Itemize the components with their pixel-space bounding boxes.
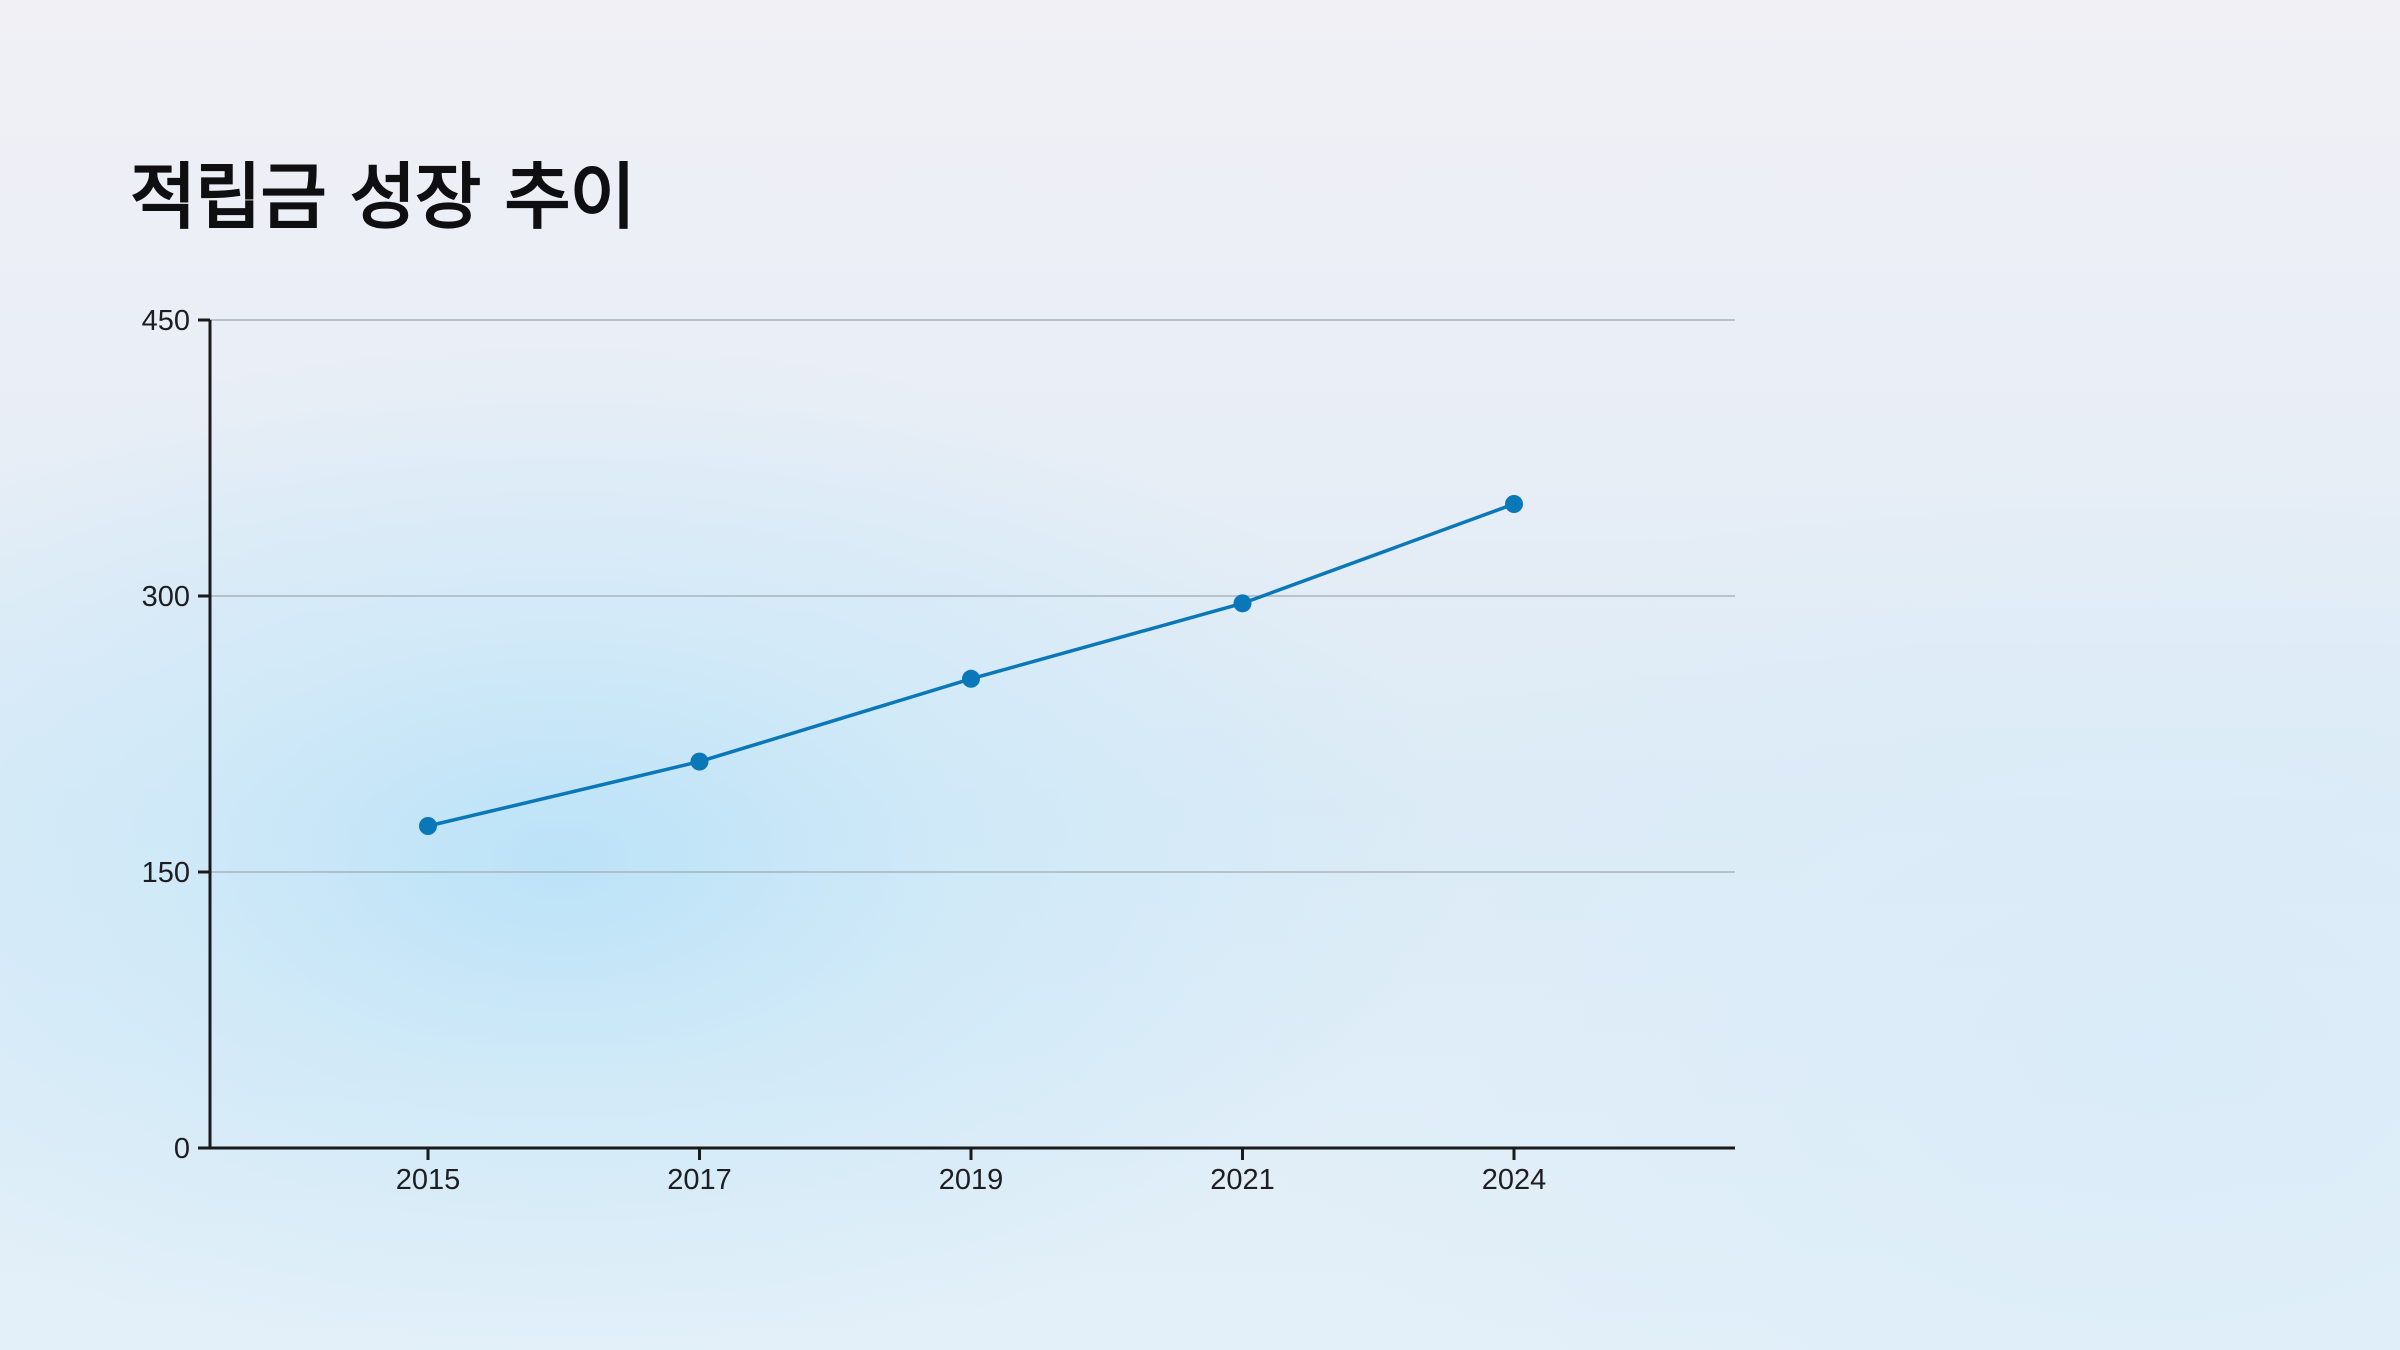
chart-title: 적립금 성장 추이	[130, 155, 636, 239]
y-tick-label: 0	[174, 1133, 190, 1165]
y-tick-label: 150	[142, 857, 190, 889]
y-axis-ticks: 0 150 300 450	[142, 305, 210, 1165]
x-tick-label: 2017	[667, 1164, 732, 1196]
data-point	[1233, 594, 1252, 613]
series-line	[426, 502, 1516, 828]
data-point	[1505, 495, 1523, 513]
x-tick-label: 2024	[1482, 1164, 1547, 1196]
series-layer	[419, 495, 1523, 835]
y-tick-label: 300	[142, 581, 190, 613]
x-tick-label: 2021	[1210, 1164, 1275, 1196]
data-point	[419, 817, 437, 835]
x-tick-label: 2015	[396, 1164, 461, 1196]
y-tick-label: 450	[142, 305, 190, 337]
grid-lines	[210, 319, 1735, 873]
x-axis-ticks: 2015 2017 2019 2021 2024	[396, 1148, 1547, 1196]
axes	[208, 320, 1735, 1150]
x-tick-label: 2019	[939, 1164, 1004, 1196]
data-point	[690, 752, 709, 771]
data-point	[962, 669, 980, 688]
